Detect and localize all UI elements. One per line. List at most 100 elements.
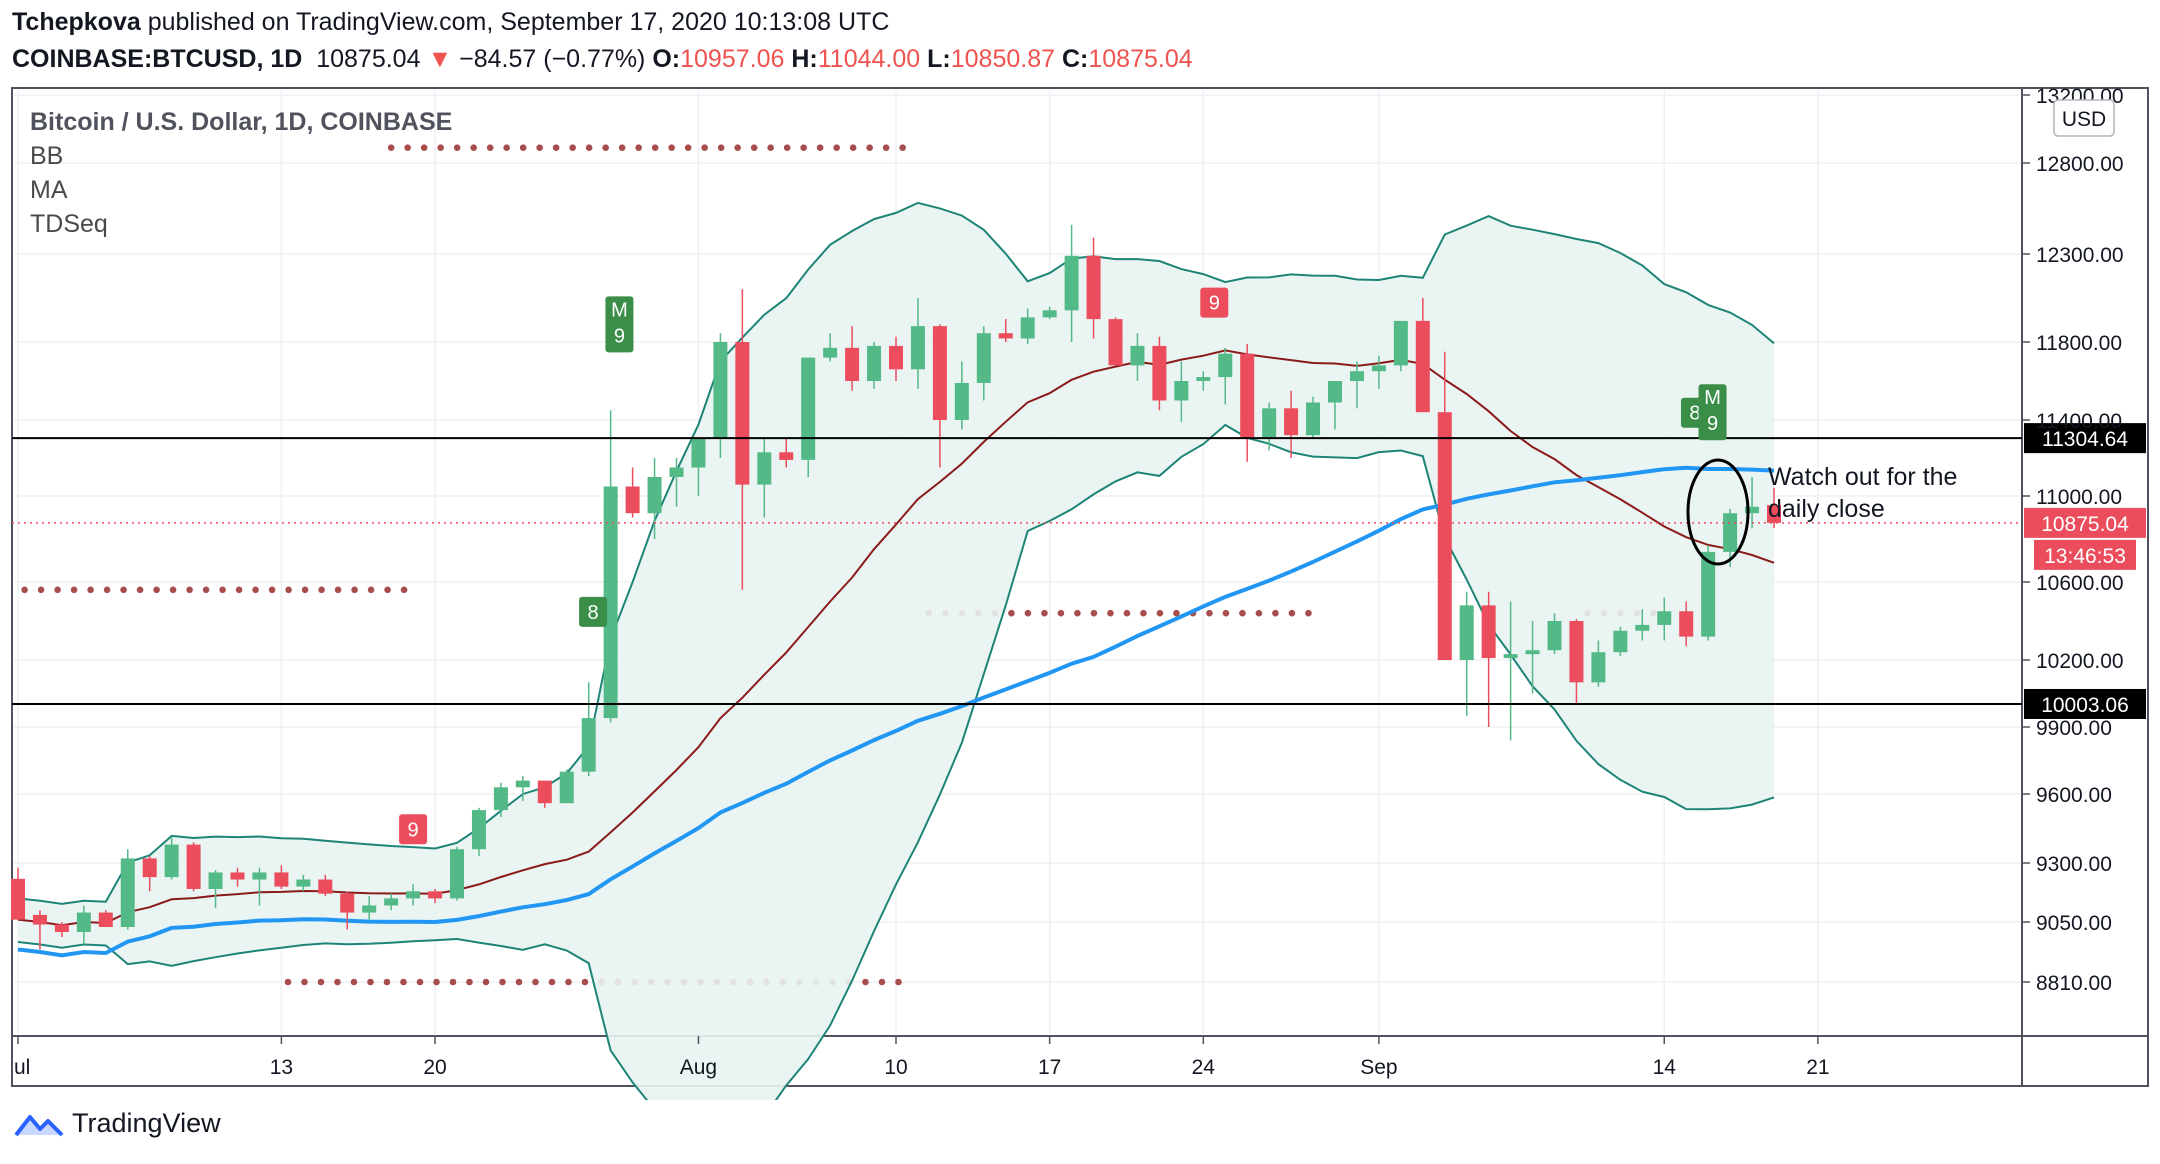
tdseq-dot — [519, 144, 527, 151]
close-label: C: — [1061, 45, 1089, 73]
tdseq-dot — [1041, 609, 1048, 617]
tdseq-dot — [602, 144, 609, 151]
tdseq-dot — [470, 144, 477, 151]
tdseq-dot — [895, 978, 902, 986]
tdseq-dot — [466, 978, 473, 986]
legend-ma[interactable]: MA — [30, 176, 68, 204]
high-value: 11044.00 — [817, 45, 921, 73]
tdseq-dot — [849, 144, 857, 151]
tdseq-dot — [635, 144, 642, 151]
ma-slow-line — [17, 465, 1775, 958]
ma-fast-line — [17, 349, 1775, 927]
candle-body — [735, 342, 750, 485]
annotation-line-1: Watch out for the — [1768, 463, 1957, 491]
open-value: 10957.06 — [680, 45, 785, 73]
horizontal-lines[interactable]: 11304.64 10003.06 10875.04 13:46:53 — [12, 423, 2146, 719]
price-axis[interactable]: 13200.0012800.0012300.0011800.0011400.00… — [2022, 85, 2124, 995]
candle-body — [406, 891, 421, 899]
tdseq-dot — [367, 978, 374, 986]
tdseq-dot — [783, 144, 791, 151]
symbol-label: COINBASE:BTCUSD, 1D — [12, 45, 303, 73]
price-tick-label: 12300.00 — [2036, 244, 2124, 267]
currency-button[interactable]: USD — [2053, 99, 2115, 137]
last-price-label: 10875.04 — [2041, 513, 2129, 536]
candle-body — [428, 891, 443, 899]
tdseq-dot — [548, 978, 556, 986]
candle-body — [1284, 408, 1299, 436]
price-tick-label: 9300.00 — [2036, 853, 2112, 876]
low-label: L: — [927, 45, 951, 73]
time-tick-label: Sep — [1360, 1056, 1397, 1079]
tdseq-dot — [833, 144, 840, 151]
candle-body — [76, 912, 91, 932]
annotation-line-2: daily close — [1768, 495, 1885, 523]
candle-body — [867, 345, 882, 381]
candle-body — [603, 486, 618, 719]
candle-body — [845, 347, 860, 381]
candles[interactable] — [11, 224, 1781, 950]
tdseq-dot — [235, 586, 243, 594]
tdseq-dot — [351, 586, 358, 594]
tdseq-dot — [1305, 609, 1312, 617]
tdseq-dot — [1156, 609, 1164, 617]
tdseq-dot — [1206, 609, 1213, 617]
price-tick-label: 10600.00 — [2036, 572, 2124, 595]
low-value: 10850.87 — [950, 45, 1056, 73]
tdseq-dot — [383, 978, 391, 986]
tdseq-dot — [899, 144, 906, 151]
tdseq-dot — [334, 586, 342, 594]
tradingview-brand[interactable]: TradingView — [14, 1108, 221, 1139]
author-name[interactable]: Tchepkova — [12, 8, 141, 36]
annotation-circle[interactable] — [1686, 458, 1750, 566]
close-value: 10875.04 — [1088, 45, 1193, 73]
candle-body — [1745, 506, 1760, 514]
tdseq-dot — [565, 978, 572, 986]
tdseq-dot — [400, 978, 407, 986]
price-tick-label: 8810.00 — [2036, 972, 2112, 995]
time-tick-label: 24 — [1192, 1056, 1216, 1079]
time-tick-label: 14 — [1653, 1056, 1677, 1079]
price-tick-label: 10200.00 — [2036, 650, 2124, 673]
tdseq-dot — [301, 586, 309, 594]
candle-body — [889, 345, 903, 370]
tdseq-dot — [416, 978, 424, 986]
legend-title[interactable]: Bitcoin / U.S. Dollar, 1D, COINBASE — [30, 108, 453, 136]
tdseq-dot — [252, 586, 259, 594]
candle-body — [1349, 371, 1364, 381]
candle-body — [537, 780, 552, 804]
chart-frame — [11, 87, 2149, 1087]
tdseq-dot — [153, 586, 160, 594]
tdseq-dot — [285, 586, 292, 594]
time-axis[interactable]: ul 13 20 Aug 10 17 24 Sep 14 21 — [14, 1036, 1830, 1079]
bb-lower-line — [17, 423, 1775, 1100]
tdseq-dot — [767, 144, 774, 151]
price-tick-label: 9900.00 — [2036, 717, 2112, 740]
tdseq-dot — [1222, 609, 1230, 617]
tdseq-dot — [1239, 609, 1246, 617]
tdseq-marker — [579, 596, 608, 627]
tdseq-dot — [433, 978, 440, 986]
candle-body — [296, 879, 311, 887]
candle-body — [450, 849, 464, 899]
price-line-tag — [2024, 423, 2146, 454]
tdseq-marker — [1200, 287, 1229, 318]
candle-body — [669, 467, 684, 477]
price-tick-label: 9600.00 — [2036, 784, 2112, 807]
candle-body — [1723, 513, 1738, 552]
tdseq-dot — [284, 978, 292, 986]
legend-bb[interactable]: BB — [30, 142, 64, 170]
tdseq-dot — [1090, 609, 1098, 617]
candle-body — [1767, 505, 1781, 523]
candle-body — [998, 333, 1013, 339]
candle-body — [208, 872, 223, 889]
tdseq-dot — [186, 586, 193, 594]
time-tick-label: 21 — [1806, 1056, 1829, 1079]
tdseq-dot — [618, 144, 626, 151]
candle-body — [11, 878, 25, 920]
tdseq-dot — [581, 978, 589, 986]
time-tick-label: 17 — [1038, 1056, 1061, 1079]
legend-tdseq[interactable]: TDSeq — [30, 210, 108, 238]
publish-info: Tchepkova published on TradingView.com, … — [12, 8, 889, 37]
tdseq-dot — [120, 586, 127, 594]
